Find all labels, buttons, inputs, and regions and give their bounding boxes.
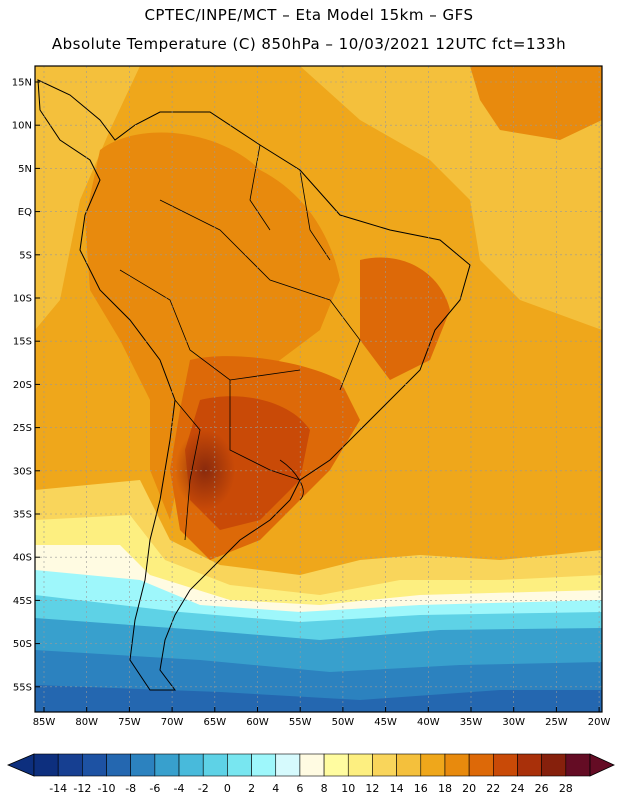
lat-label: 15S xyxy=(13,337,32,348)
colorbar-label: -2 xyxy=(198,782,209,795)
lat-label: 20S xyxy=(13,380,32,391)
colorbar-segment xyxy=(178,753,204,777)
lon-label: 20W xyxy=(588,717,611,728)
colorbar-segment xyxy=(396,753,422,777)
lat-label: EQ xyxy=(18,207,32,218)
colorbar-label: -8 xyxy=(125,782,136,795)
colorbar-segment xyxy=(565,753,591,777)
lat-label: 45S xyxy=(13,596,32,607)
colorbar-segment xyxy=(154,753,180,777)
colorbar-segment xyxy=(33,753,59,777)
lon-label: 25W xyxy=(545,717,568,728)
lon-label: 75W xyxy=(118,717,141,728)
colorbar-label: -6 xyxy=(149,782,160,795)
colorbar-segment xyxy=(347,753,373,777)
colorbar-segment xyxy=(106,753,131,777)
lon-label: 70W xyxy=(161,717,184,728)
colorbar-label: -4 xyxy=(174,782,185,795)
colorbar: -14 -12 -10 -8 -6 -4 -2 0 2 4 6 8 10 12 14 16 18 20 22 24 26… xyxy=(6,753,615,795)
lat-label: 50S xyxy=(13,639,32,650)
temperature-field xyxy=(35,66,602,712)
colorbar-label: 28 xyxy=(559,782,573,795)
colorbar-label: 20 xyxy=(462,782,476,795)
colorbar-segment xyxy=(493,753,518,777)
colorbar-segment xyxy=(420,753,446,777)
lon-label: 50W xyxy=(332,717,355,728)
colorbar-label: 18 xyxy=(438,782,452,795)
colorbar-label: 14 xyxy=(390,782,404,795)
lat-label: 5S xyxy=(19,250,32,261)
lon-label: 40W xyxy=(417,717,440,728)
colorbar-segment xyxy=(444,753,470,777)
colorbar-segment xyxy=(82,753,107,777)
colorbar-segment xyxy=(251,753,277,777)
map-title-line1: CPTEC/INPE/MCT – Eta Model 15km – GFS xyxy=(144,6,474,24)
colorbar-label: -10 xyxy=(98,782,116,795)
lat-label: 15N xyxy=(12,78,32,89)
colorbar-label: 8 xyxy=(321,782,328,795)
lat-label: 10S xyxy=(13,294,32,305)
lon-label: 65W xyxy=(203,717,226,728)
lat-label: 55S xyxy=(13,682,32,693)
colorbar-label: 2 xyxy=(248,782,255,795)
colorbar-label: 0 xyxy=(224,782,231,795)
colorbar-label: 24 xyxy=(510,782,524,795)
lon-label: 35W xyxy=(460,717,483,728)
colorbar-label: -14 xyxy=(49,782,67,795)
colorbar-segment xyxy=(299,753,325,777)
lat-label: 10N xyxy=(12,121,32,132)
lon-label: 45W xyxy=(374,717,397,728)
colorbar-label: 16 xyxy=(414,782,428,795)
map-title-line2: Absolute Temperature (C) 850hPa – 10/03/… xyxy=(51,35,567,53)
longitude-axis: 85W 80W 75W 70W 65W 60W 55W 50W 45W 40W 35W 30W 25W 2… xyxy=(33,707,611,728)
colorbar-arrow-left xyxy=(6,753,35,777)
colorbar-segment xyxy=(517,753,542,777)
colorbar-label: 12 xyxy=(365,782,379,795)
colorbar-segment xyxy=(130,753,156,777)
lon-label: 30W xyxy=(502,717,525,728)
colorbar-segment xyxy=(202,753,228,777)
border-icon xyxy=(119,144,361,541)
colorbar-segment xyxy=(323,753,349,777)
lat-label: 35S xyxy=(13,510,32,521)
lon-label: 55W xyxy=(289,717,312,728)
lon-label: 85W xyxy=(33,717,56,728)
lat-label: 5N xyxy=(18,164,32,175)
colorbar-label: 6 xyxy=(296,782,303,795)
lat-label: 40S xyxy=(13,553,32,564)
lat-label: 25S xyxy=(13,423,32,434)
temperature-map: 15N 10N 5N EQ 5S 10S 15S 20S 25S 30S 35S 40S 45S 50S 5… xyxy=(12,65,611,728)
colorbar-segment xyxy=(372,753,397,777)
latitude-axis: 15N 10N 5N EQ 5S 10S 15S 20S 25S 30S 35S 40S 45S 50S 5… xyxy=(12,78,40,693)
colorbar-label: -12 xyxy=(73,782,91,795)
colorbar-segment xyxy=(57,753,83,777)
coastline-icon xyxy=(37,79,471,691)
lon-label: 60W xyxy=(246,717,269,728)
lat-label: 30S xyxy=(13,466,32,477)
lon-label: 80W xyxy=(75,717,98,728)
colorbar-segment xyxy=(468,753,494,777)
colorbar-label: 10 xyxy=(341,782,355,795)
colorbar-label: 4 xyxy=(272,782,279,795)
colorbar-segment xyxy=(541,753,567,777)
colorbar-label: 22 xyxy=(486,782,500,795)
map-frame xyxy=(34,65,603,713)
colorbar-segment xyxy=(275,753,301,777)
colorbar-label: 26 xyxy=(535,782,549,795)
colorbar-arrow-right xyxy=(589,753,615,777)
colorbar-segment xyxy=(227,753,252,777)
